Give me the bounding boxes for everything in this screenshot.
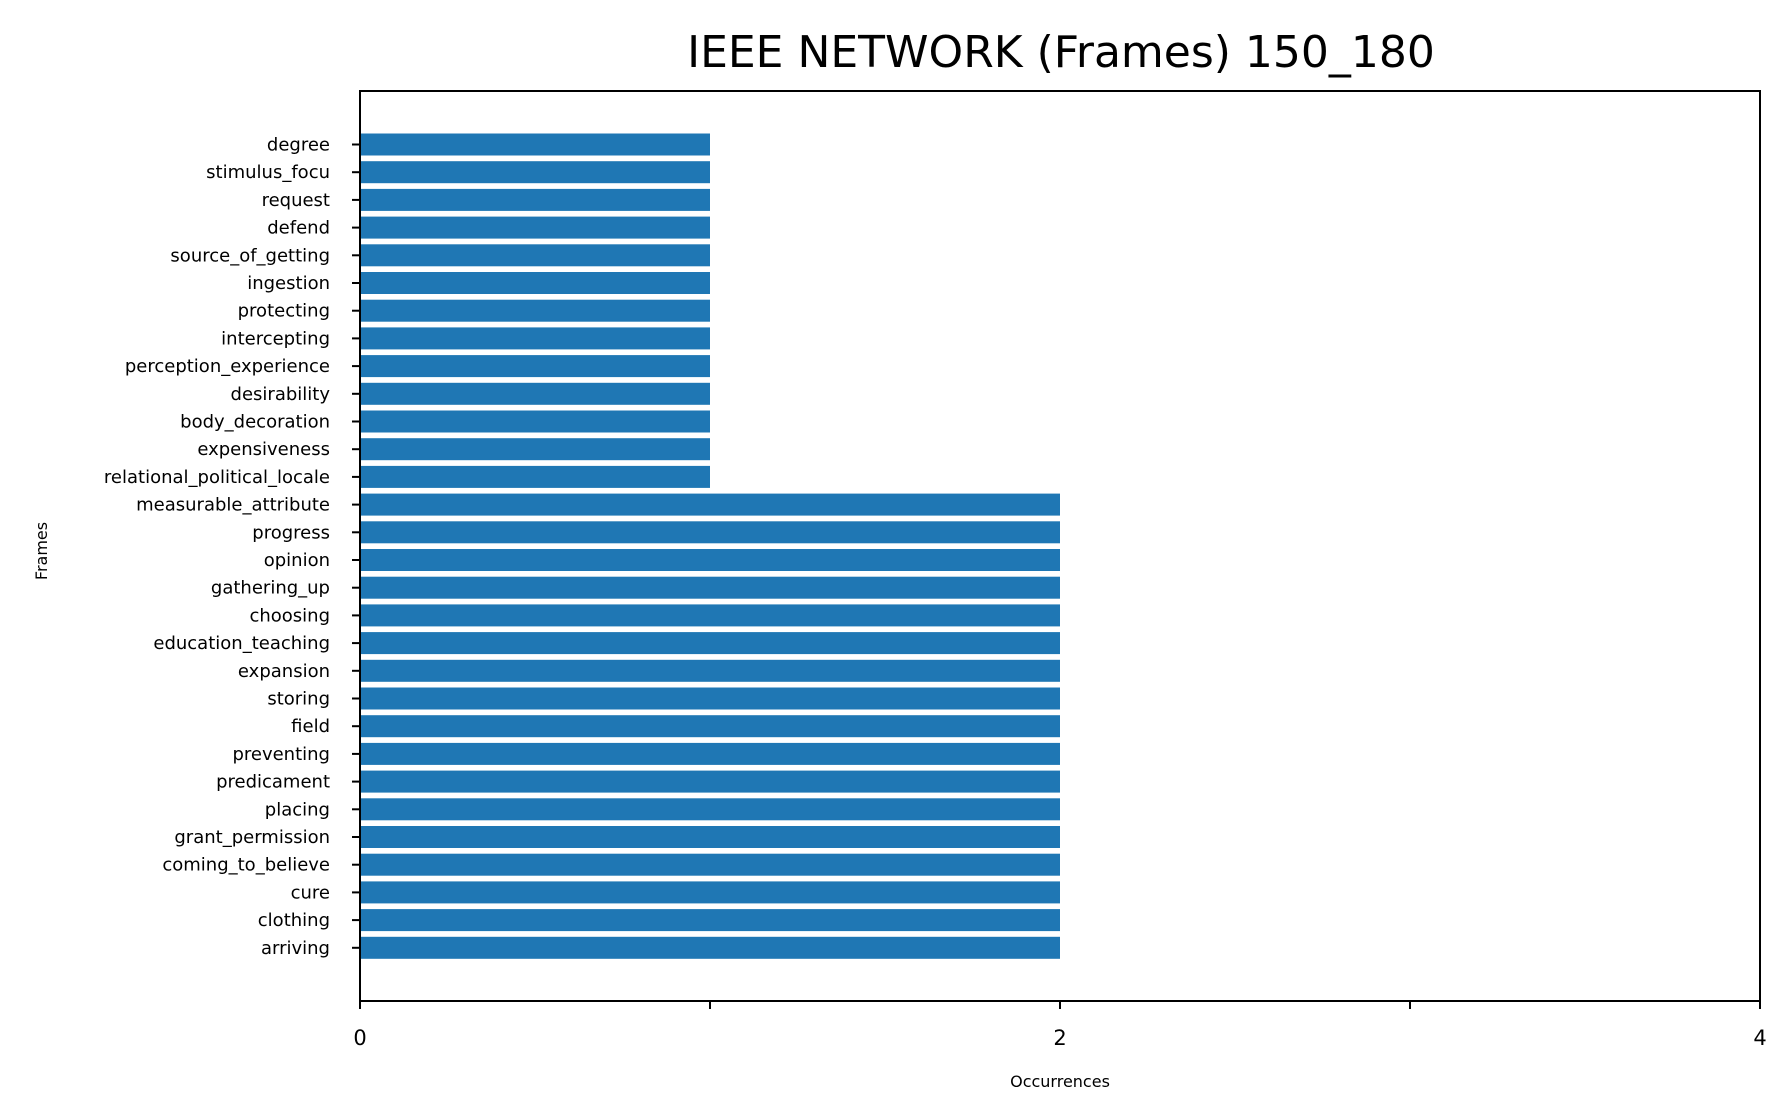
y-tick-label-grant_permission: grant_permission [174,827,330,848]
bar-expansion [360,659,1060,682]
bar-clothing [360,909,1060,932]
chart-title: IEEE NETWORK (Frames) 150_180 [687,27,1435,78]
bar-storing [360,687,1060,710]
x-tick-label-4: 4 [1753,1026,1766,1050]
y-tick-label-expensiveness: expensiveness [197,439,330,460]
x-tick-label-2: 2 [1053,1026,1066,1050]
y-tick-label-progress: progress [252,522,330,543]
bars-group [360,133,1060,959]
y-tick-label-desirability: desirability [231,384,331,405]
bar-expensiveness [360,438,710,461]
y-tick-label-arriving: arriving [261,938,330,959]
bar-field [360,715,1060,738]
y-tick-label-degree: degree [267,135,330,156]
y-tick-label-intercepting: intercepting [221,328,330,349]
bar-cure [360,881,1060,904]
y-tick-label-choosing: choosing [249,605,330,626]
bar-intercepting [360,327,710,350]
x-tick-label-0: 0 [353,1026,366,1050]
bar-education_teaching [360,632,1060,655]
y-tick-label-stimulus_focu: stimulus_focu [206,162,330,183]
y-tick-label-source_of_getting: source_of_getting [170,245,330,266]
y-tick-label-placing: placing [265,799,330,820]
y-tick-label-field: field [291,716,330,737]
y-tick-label-body_decoration: body_decoration [180,412,330,433]
bar-grant_permission [360,826,1060,848]
bar-desirability [360,382,710,405]
bar-gathering_up [360,576,1060,599]
bar-measurable_attribute [360,493,1060,516]
y-tick-label-education_teaching: education_teaching [153,633,330,654]
y-tick-label-predicament: predicament [216,772,330,793]
plot-frame [359,90,1761,1002]
y-axis-label: Frames [32,522,51,580]
y-tick-label-cure: cure [291,882,330,903]
y-tick-label-expansion: expansion [238,661,330,682]
bar-defend [360,216,710,239]
y-tick-label-defend: defend [267,218,330,239]
bar-predicament [360,770,1060,793]
bar-protecting [360,299,710,322]
bar-relational_political_locale [360,465,710,488]
y-tick-label-relational_political_locale: relational_political_locale [104,467,330,488]
y-tick-label-measurable_attribute: measurable_attribute [136,495,330,516]
bar-preventing [360,742,1060,765]
bar-degree [360,133,710,156]
x-axis-label: Occurrences [1010,1072,1110,1091]
bar-request [360,188,710,211]
y-tick-label-protecting: protecting [238,301,330,322]
y-tick-label-clothing: clothing [258,910,330,931]
bar-arriving [360,936,1060,959]
bar-coming_to_believe [360,853,1060,876]
y-tick-label-gathering_up: gathering_up [211,578,330,599]
bar-opinion [360,549,1060,571]
bar-perception_experience [360,355,710,378]
y-tick-label-ingestion: ingestion [247,273,330,294]
bar-stimulus_focu [360,161,710,184]
bar-body_decoration [360,410,710,433]
y-tick-label-preventing: preventing [232,744,330,765]
y-tick-label-perception_experience: perception_experience [125,356,330,377]
y-tick-label-coming_to_believe: coming_to_believe [162,855,330,876]
y-tick-label-opinion: opinion [264,550,330,571]
bar-ingestion [360,272,710,294]
bar-choosing [360,604,1060,627]
bar-placing [360,798,1060,821]
y-tick-label-storing: storing [267,689,330,710]
y-tick-label-request: request [262,190,330,211]
bar-progress [360,521,1060,544]
x-axis-ticks: 0 2 4 [353,1001,1767,1050]
bar-source_of_getting [360,244,710,267]
